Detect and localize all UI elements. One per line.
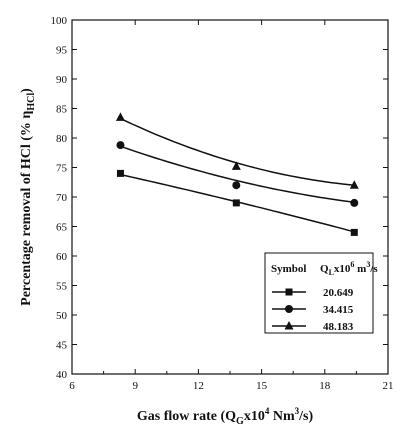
data-point-34.415: [350, 198, 359, 207]
y-axis-title: Percentage removal of HCl (% ηHCl): [19, 88, 37, 306]
x-tick-label: 9: [132, 380, 138, 392]
data-point-48.183: [231, 161, 241, 170]
x-tick-label: 18: [319, 380, 331, 392]
legend: Symbol QLx106 m3/s 20.649 34.415 48.183: [264, 252, 378, 334]
y-tick-label: 55: [56, 281, 68, 293]
y-tick-label: 85: [56, 104, 68, 116]
x-tick-label: 21: [383, 380, 394, 392]
x-tick-label: 15: [256, 380, 268, 392]
y-tick-label: 40: [56, 369, 68, 381]
data-point-48.183: [115, 112, 125, 121]
legend-label-20.649: 20.649: [323, 287, 354, 299]
x-tick-label: 6: [69, 380, 75, 392]
y-tick-label: 90: [56, 74, 68, 86]
y-tick-label: 65: [56, 222, 68, 234]
y-tick-label: 100: [51, 15, 68, 27]
legend-marker-48.183: [284, 321, 294, 330]
data-point-20.649: [232, 199, 240, 207]
y-tick-label: 50: [56, 310, 68, 322]
data-series: [115, 112, 359, 236]
x-axis-title: Gas flow rate (QGx104 Nm3/s): [137, 406, 314, 427]
legend-label-34.415: 34.415: [323, 304, 354, 316]
legend-box: [264, 252, 374, 334]
data-point-34.415: [116, 141, 125, 150]
y-tick-label: 95: [56, 45, 68, 57]
y-tick-label: 75: [56, 163, 68, 175]
data-point-34.415: [232, 181, 241, 190]
data-point-20.649: [350, 228, 358, 236]
legend-marker-34.415: [285, 305, 293, 313]
axis-ticks: 6 9 12 15 18 21 40 45 50 55 60 65 70 75 80 85 90 95 100: [51, 15, 394, 392]
x-tick-label: 12: [193, 380, 204, 392]
legend-marker-20.649: [285, 288, 293, 296]
y-tick-label: 60: [56, 251, 68, 263]
y-tick-label: 45: [56, 340, 68, 352]
legend-items: 20.649 34.415 48.183: [272, 287, 354, 333]
legend-label-48.183: 48.183: [323, 321, 354, 333]
data-point-48.183: [349, 180, 359, 189]
legend-title-flow: QLx106 m3/s: [320, 260, 378, 277]
fit-curve-48.183: [120, 117, 355, 186]
data-point-20.649: [116, 169, 124, 177]
y-tick-label: 80: [56, 133, 68, 145]
fit-curve-34.415: [120, 145, 355, 204]
y-tick-label: 70: [56, 192, 68, 204]
legend-title-symbol: Symbol: [271, 263, 306, 275]
